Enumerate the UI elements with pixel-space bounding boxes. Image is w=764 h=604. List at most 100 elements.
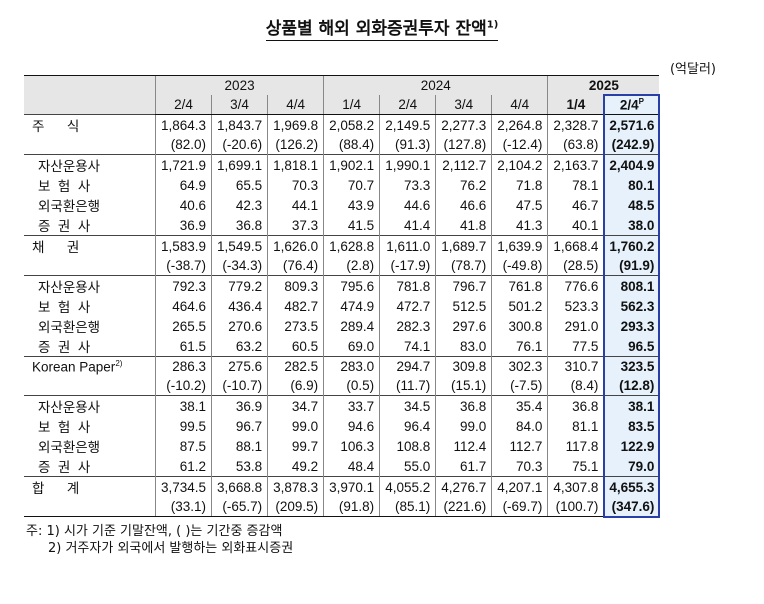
- row-label: 증 권 사: [24, 456, 156, 477]
- value-cell: 79.0: [603, 456, 660, 477]
- footnote-2: 2) 거주자가 외국에서 발행하는 외화표시증권: [48, 541, 294, 556]
- value-cell: 80.1: [603, 175, 660, 195]
- value-cell: 96.5: [603, 336, 660, 357]
- row-label: 보 험 사: [24, 175, 156, 195]
- row-label: 증 권 사: [24, 215, 156, 236]
- value-cell: 96.7: [211, 416, 268, 436]
- table-row: 증 권 사 61.5 63.2 60.5 69.0 74.1 83.0 76.1 77.5 96.…: [24, 336, 660, 357]
- value-cell: 48.5: [603, 195, 660, 215]
- quarter-label: 1/4: [342, 97, 362, 112]
- quarter-header-1: 3/4: [211, 95, 268, 115]
- value-cell: 108.8: [379, 436, 436, 456]
- table-row: 합 계 3,734.5 3,668.8 3,878.3 3,970.1 4,055.2 4,…: [24, 476, 660, 497]
- quarter-header-3: 1/4: [323, 95, 380, 115]
- value-cell: 302.3: [491, 356, 548, 376]
- row-label: [24, 497, 156, 517]
- value-cell: 38.1: [154, 395, 212, 416]
- value-cell: 46.7: [547, 195, 604, 215]
- value-cell: 1,818.1: [267, 154, 324, 175]
- row-label-text: 보 험 사: [38, 300, 91, 315]
- value-cell: 64.9: [154, 175, 212, 195]
- row-label: 자산운용사: [24, 154, 156, 175]
- table-row: 보 험 사 64.9 65.5 70.3 70.7 73.3 76.2 71.8 78.1 80.…: [24, 175, 660, 195]
- row-label-text: 외국환은행: [38, 440, 101, 455]
- table-row: 자산운용사 38.1 36.9 34.7 33.7 34.5 36.8 35.4 36.8 38.…: [24, 395, 660, 416]
- value-cell: 49.2: [267, 456, 324, 477]
- value-cell: 41.8: [435, 215, 492, 236]
- value-cell: 74.1: [379, 336, 436, 357]
- row-label-text: 보 험 사: [38, 179, 91, 194]
- value-cell: 2,163.7: [547, 154, 604, 175]
- change-cell: (-34.3): [211, 256, 268, 276]
- change-cell: (91.9): [603, 256, 660, 276]
- value-cell: 761.8: [491, 275, 548, 296]
- change-cell: (11.7): [379, 376, 436, 396]
- row-label-text: 증 권 사: [38, 340, 91, 355]
- change-cell: (8.4): [547, 376, 604, 396]
- value-cell: 4,207.1: [491, 476, 548, 497]
- change-cell: (33.1): [154, 497, 212, 517]
- value-cell: 1,583.9: [154, 235, 212, 256]
- row-label-text: 증 권 사: [38, 219, 91, 234]
- quarter-label: 2/4: [619, 97, 639, 113]
- value-cell: 38.0: [603, 215, 660, 236]
- value-cell: 1,689.7: [435, 235, 492, 256]
- value-cell: 1,668.4: [547, 235, 604, 256]
- change-cell: (82.0): [154, 135, 212, 155]
- value-cell: 46.6: [435, 195, 492, 215]
- value-cell: 78.1: [547, 175, 604, 195]
- value-cell: 43.9: [323, 195, 380, 215]
- value-cell: 61.5: [154, 336, 212, 357]
- value-cell: 300.8: [491, 316, 548, 336]
- value-cell: 501.2: [491, 296, 548, 316]
- table-row: 보 험 사 99.5 96.7 99.0 94.6 96.4 99.0 84.0 81.1 83.…: [24, 416, 660, 436]
- value-cell: 1,626.0: [267, 235, 324, 256]
- value-cell: 42.3: [211, 195, 268, 215]
- value-cell: 70.7: [323, 175, 380, 195]
- value-cell: 34.7: [267, 395, 324, 416]
- value-cell: 1,628.8: [323, 235, 380, 256]
- row-label-text: Korean Paper: [32, 359, 116, 375]
- value-cell: 1,611.0: [379, 235, 436, 256]
- title-footnote-mark: 1): [486, 19, 499, 31]
- quarter-header-6: 4/4: [491, 95, 548, 115]
- page-title: 상품별 해외 외화증권투자 잔액1): [0, 14, 764, 41]
- row-label: Korean Paper2): [24, 356, 156, 376]
- change-cell: (63.8): [547, 135, 604, 155]
- value-cell: 1,760.2: [603, 235, 660, 256]
- change-cell: (-65.7): [211, 497, 268, 517]
- value-cell: 792.3: [154, 275, 212, 296]
- change-cell: (221.6): [435, 497, 492, 517]
- value-cell: 3,668.8: [211, 476, 268, 497]
- table-row: 보 험 사 464.6 436.4 482.7 474.9 472.7 512.5 501.2…: [24, 296, 660, 316]
- value-cell: 87.5: [154, 436, 212, 456]
- row-label: 보 험 사: [24, 296, 156, 316]
- value-cell: 283.0: [323, 356, 380, 376]
- value-cell: 61.2: [154, 456, 212, 477]
- change-cell: (-20.6): [211, 135, 268, 155]
- value-cell: 2,277.3: [435, 114, 492, 135]
- change-cell: (12.8): [603, 376, 660, 396]
- value-cell: 33.7: [323, 395, 380, 416]
- change-cell: (91.8): [323, 497, 380, 517]
- value-cell: 1,639.9: [491, 235, 548, 256]
- corner-cell: [24, 75, 156, 115]
- value-cell: 44.1: [267, 195, 324, 215]
- value-cell: 3,878.3: [267, 476, 324, 497]
- change-cell: (2.8): [323, 256, 380, 276]
- change-cell: (127.8): [435, 135, 492, 155]
- value-cell: 69.0: [323, 336, 380, 357]
- quarter-header-5: 3/4: [435, 95, 492, 115]
- change-cell: (-17.9): [379, 256, 436, 276]
- quarter-header-7: 1/4: [547, 95, 604, 115]
- change-cell: (347.6): [603, 497, 660, 517]
- change-cell: (-10.7): [211, 376, 268, 396]
- value-cell: 99.0: [435, 416, 492, 436]
- footnote-1: 주: 1) 시가 기준 기말잔액, ( )는 기간중 증감액: [26, 524, 283, 539]
- value-cell: 1,990.1: [379, 154, 436, 175]
- change-cell: (-12.4): [491, 135, 548, 155]
- value-cell: 34.5: [379, 395, 436, 416]
- table-row: 주 식 1,864.3 1,843.7 1,969.8 2,058.2 2,149.5 2,…: [24, 114, 660, 135]
- change-cell: (88.4): [323, 135, 380, 155]
- quarter-label: 4/4: [510, 97, 530, 112]
